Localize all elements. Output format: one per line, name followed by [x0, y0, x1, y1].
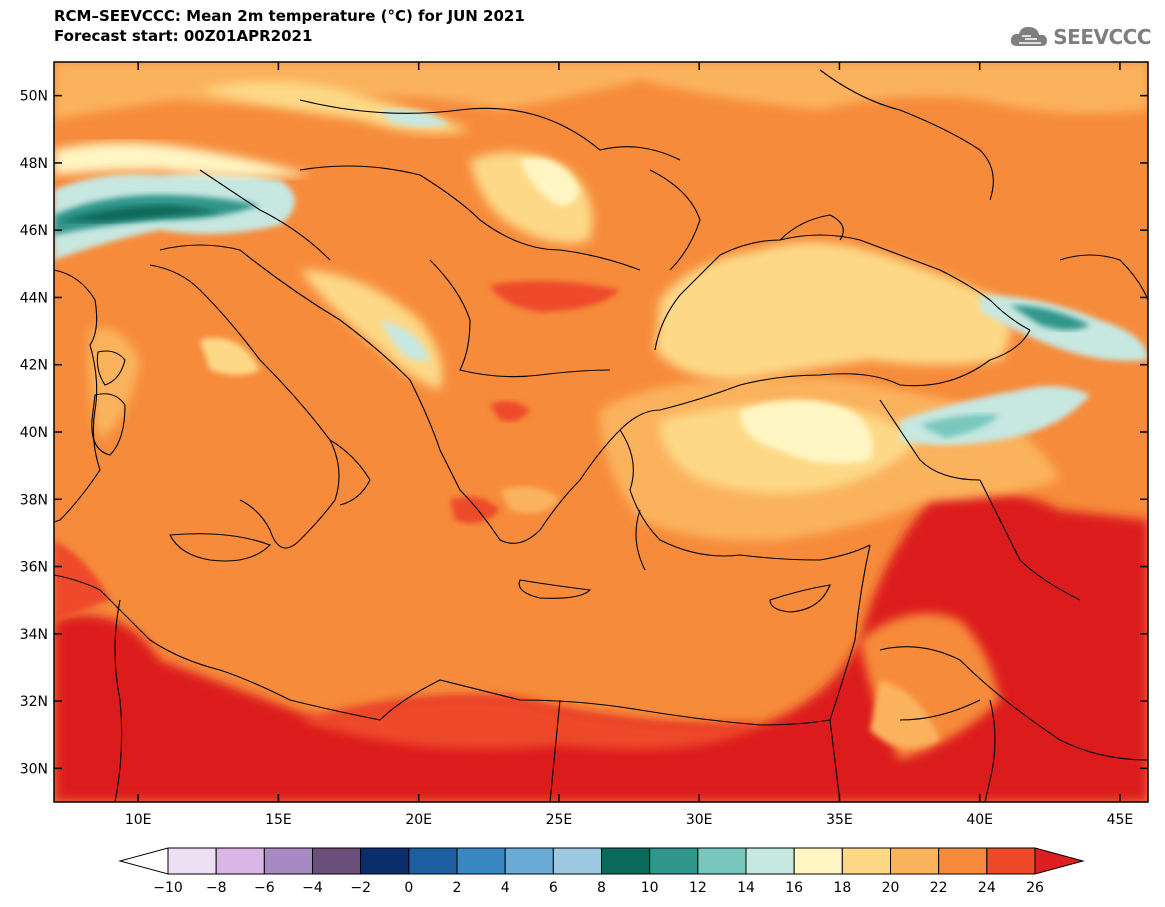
colorbar-label: 26	[1026, 880, 1044, 896]
coastlines-borders	[54, 69, 1148, 802]
colorbar-swatch	[167, 847, 217, 875]
colorbar-swatch	[312, 847, 362, 875]
colorbar-label: 20	[882, 880, 900, 896]
colorbar-swatch	[841, 847, 891, 875]
lat-tick-label: 48N	[20, 156, 48, 172]
colorbar-swatch	[745, 847, 795, 875]
colorbar-label: −8	[206, 880, 227, 896]
colorbar-swatch	[649, 847, 699, 875]
lon-tick-label: 45E	[1107, 812, 1134, 828]
temperature-field	[54, 62, 1148, 802]
title-line-2: Forecast start: 00Z01APR2021	[54, 27, 313, 45]
colorbar-swatch	[601, 847, 651, 875]
colorbar-swatch	[504, 847, 554, 875]
lon-tick-label: 30E	[686, 812, 713, 828]
colorbar-label: 12	[689, 880, 707, 896]
colorbar-label: −2	[350, 880, 371, 896]
lon-tick-label: 25E	[546, 812, 573, 828]
lat-tick-label: 44N	[20, 290, 48, 306]
colorbar-swatch	[215, 847, 265, 875]
colorbar-swatch	[552, 847, 602, 875]
lat-tick-label: 46N	[20, 223, 48, 239]
map-title: RCM–SEEVCCC: Mean 2m temperature (°C) fo…	[54, 6, 525, 46]
colorbar-label: 4	[501, 880, 510, 896]
colorbar-label: 10	[641, 880, 659, 896]
colorbar: −10 −8 −6 −4 −2 0 2 4 6 8 10 12 14 16 18 20 22 24 26	[118, 847, 1085, 896]
seevccc-logo: SEEVCCC	[1009, 22, 1151, 52]
colorbar-swatch	[1034, 847, 1085, 875]
colorbar-label: −4	[302, 880, 323, 896]
colorbar-swatch	[456, 847, 506, 875]
lat-tick-label: 32N	[20, 694, 48, 710]
colorbar-swatch	[408, 847, 458, 875]
colorbar-label: 2	[453, 880, 462, 896]
colorbar-swatch	[793, 847, 843, 875]
colorbar-label: 14	[737, 880, 755, 896]
lat-tick-label: 34N	[20, 627, 48, 643]
colorbar-swatch	[697, 847, 747, 875]
colorbar-label: 6	[549, 880, 558, 896]
lat-tick-label: 42N	[20, 358, 48, 374]
lat-tick-label: 38N	[20, 492, 48, 508]
colorbar-label: −10	[153, 880, 183, 896]
colorbar-swatch	[118, 847, 169, 875]
colorbar-swatch	[890, 847, 940, 875]
colorbar-label: 22	[930, 880, 948, 896]
colorbar-label: 8	[597, 880, 606, 896]
lon-tick-label: 15E	[265, 812, 292, 828]
colorbar-swatch	[360, 847, 410, 875]
colorbar-label: 18	[833, 880, 851, 896]
lat-tick-label: 30N	[20, 761, 48, 777]
lat-tick-label: 50N	[20, 89, 48, 105]
lon-tick-label: 35E	[826, 812, 853, 828]
colorbar-label: 0	[404, 880, 413, 896]
colorbar-label: 24	[978, 880, 996, 896]
title-line-1: RCM–SEEVCCC: Mean 2m temperature (°C) fo…	[54, 7, 525, 25]
colorbar-swatch	[986, 847, 1036, 875]
colorbar-swatch	[263, 847, 314, 875]
colorbar-label: 16	[785, 880, 803, 896]
lon-tick-label: 40E	[966, 812, 993, 828]
lon-tick-label: 20E	[405, 812, 432, 828]
lon-tick-label: 10E	[125, 812, 152, 828]
longitude-axis: 10E 15E 20E 25E 30E 35E 40E 45E	[125, 62, 1133, 828]
lat-tick-label: 40N	[20, 425, 48, 441]
lat-tick-label: 36N	[20, 560, 48, 576]
colorbar-label: −6	[254, 880, 275, 896]
logo-text: SEEVCCC	[1053, 25, 1151, 49]
cloud-icon	[1011, 26, 1048, 46]
colorbar-swatch	[938, 847, 988, 875]
latitude-axis: 30N 32N 34N 36N 38N 40N 42N 44N 46N 48N 50N	[20, 89, 1148, 777]
